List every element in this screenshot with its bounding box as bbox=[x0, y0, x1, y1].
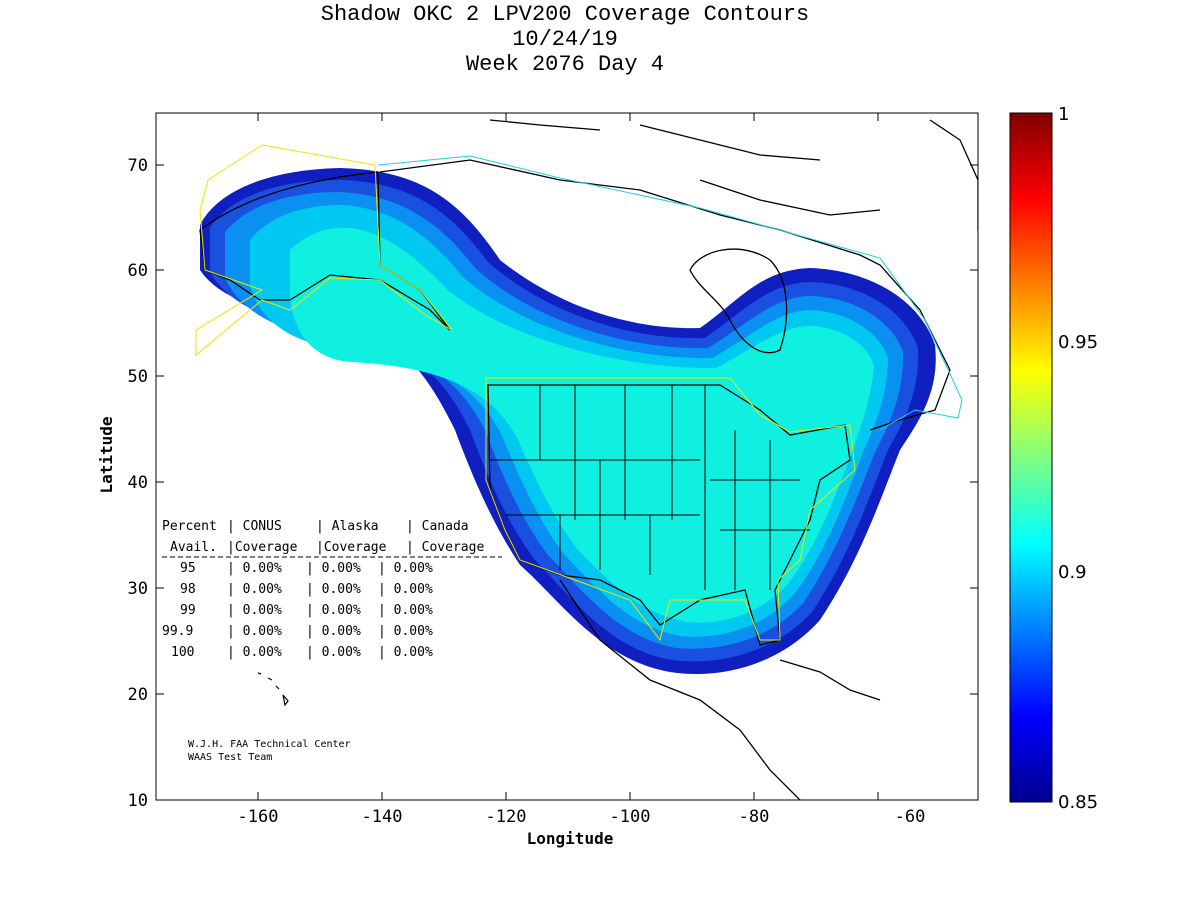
table-cell: | 0.00% bbox=[378, 645, 433, 660]
colorbar-label: 0.9 bbox=[1058, 562, 1087, 583]
colorbar-label: 0.95 bbox=[1058, 332, 1098, 353]
map-outlines bbox=[199, 119, 978, 800]
table-header-canada: | Canada bbox=[406, 519, 469, 534]
y-tick-label: 30 bbox=[128, 579, 148, 599]
alaska-boundary bbox=[195, 144, 453, 357]
colorbar-label-max: 1 bbox=[1058, 104, 1069, 125]
x-axis-label: Longitude bbox=[527, 829, 614, 848]
table-cell: | 0.00% bbox=[306, 561, 361, 576]
state-lines bbox=[490, 385, 810, 590]
table-row-label: 95 bbox=[180, 561, 196, 576]
y-tick-label: 60 bbox=[128, 261, 148, 281]
table-subheader-conus: |Coverage bbox=[227, 540, 298, 555]
table-cell: | 0.00% bbox=[227, 624, 282, 639]
table-row-label: 99.9 bbox=[162, 624, 193, 639]
credit-line-2: WAAS Test Team bbox=[188, 752, 272, 763]
table-header-conus: | CONUS bbox=[227, 519, 282, 534]
table-subheader-avail: Avail. bbox=[170, 540, 217, 555]
table-row-label: 99 bbox=[180, 603, 196, 618]
table-cell: | 0.00% bbox=[378, 603, 433, 618]
table-header-alaska: | Alaska bbox=[316, 519, 379, 534]
y-tick-label: 10 bbox=[128, 791, 148, 811]
coverage-contours bbox=[200, 168, 936, 675]
table-cell: | 0.00% bbox=[227, 582, 282, 597]
alaska-outline bbox=[199, 171, 451, 331]
table-cell: | 0.00% bbox=[306, 603, 361, 618]
conus-boundary bbox=[485, 377, 856, 642]
greenland-edge bbox=[929, 119, 978, 230]
table-cell: | 0.00% bbox=[227, 645, 282, 660]
table-header-percent: Percent bbox=[162, 519, 217, 534]
canada-coast bbox=[379, 159, 951, 431]
chart-week: Week 2076 Day 4 bbox=[465, 52, 665, 77]
table-row-label: 100 bbox=[171, 645, 194, 660]
canada-boundary bbox=[377, 155, 963, 431]
chart-title: Shadow OKC 2 LPV200 Coverage Contours bbox=[320, 2, 810, 27]
x-tick-label: -80 bbox=[739, 807, 770, 827]
table-cell: | 0.00% bbox=[306, 645, 361, 660]
table-subheader-alaska: |Coverage bbox=[316, 540, 387, 555]
table-cell: | 0.00% bbox=[306, 582, 361, 597]
coverage-band-5 bbox=[290, 227, 874, 623]
y-tick-label: 70 bbox=[128, 156, 148, 176]
x-tick-label: -160 bbox=[238, 807, 279, 827]
x-tick-label: -100 bbox=[610, 807, 651, 827]
arctic-islands bbox=[489, 119, 881, 216]
chart-date: 10/24/19 bbox=[512, 27, 618, 52]
axis-ticks bbox=[156, 113, 978, 800]
cuba bbox=[779, 659, 881, 701]
table-cell: | 0.00% bbox=[306, 624, 361, 639]
table-cell: | 0.00% bbox=[378, 624, 433, 639]
colorbar bbox=[1009, 112, 1053, 803]
central-america bbox=[559, 579, 801, 800]
table-cell: | 0.00% bbox=[378, 561, 433, 576]
colorbar-labels: 1 0.95 0.9 0.85 bbox=[1058, 104, 1098, 813]
table-cell: | 0.00% bbox=[227, 603, 282, 618]
table-subheader-canada: | Coverage bbox=[406, 540, 484, 555]
table-row-label: 98 bbox=[180, 582, 196, 597]
table-cell: | 0.00% bbox=[378, 582, 433, 597]
x-tick-labels: -160 -140 -120 -100 -80 -60 bbox=[238, 807, 926, 827]
x-tick-label: -120 bbox=[486, 807, 527, 827]
hawaii-islands bbox=[257, 672, 289, 707]
credit-line-1: W.J.H. FAA Technical Center bbox=[188, 739, 351, 750]
x-tick-label: -140 bbox=[362, 807, 403, 827]
colorbar-label-min: 0.85 bbox=[1058, 792, 1098, 813]
x-tick-label: -60 bbox=[895, 807, 926, 827]
service-boundaries bbox=[195, 144, 963, 642]
y-axis-label: Latitude bbox=[97, 416, 116, 493]
hudson-bay bbox=[689, 248, 788, 354]
y-tick-label: 40 bbox=[128, 473, 148, 493]
coverage-table: Percent | CONUS | Alaska | Canada Avail.… bbox=[162, 519, 502, 660]
y-tick-label: 50 bbox=[128, 367, 148, 387]
y-tick-label: 20 bbox=[128, 685, 148, 705]
table-cell: | 0.00% bbox=[227, 561, 282, 576]
y-tick-labels: 70 60 50 40 30 20 10 bbox=[128, 156, 148, 811]
